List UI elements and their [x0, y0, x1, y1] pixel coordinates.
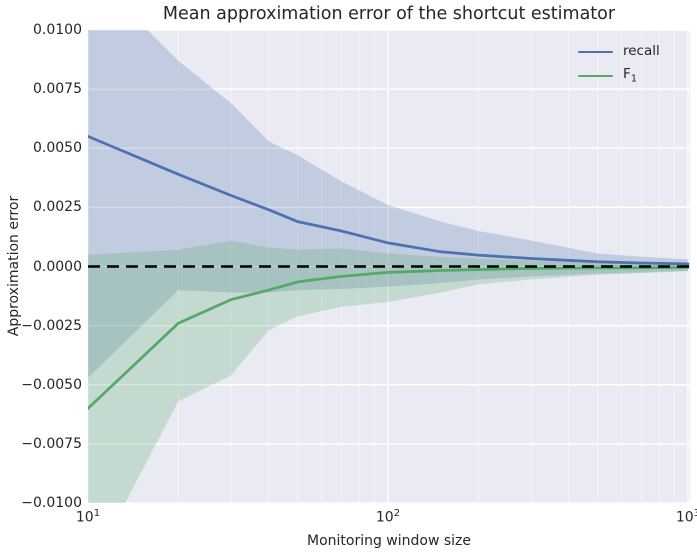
x-tick-label: 101 — [75, 508, 101, 526]
legend: recall F1 — [578, 40, 660, 88]
x-tick-label: 102 — [375, 508, 401, 526]
y-tick-label: 0.0050 — [33, 140, 82, 157]
recall-mean-line — [88, 135, 690, 266]
legend-item-f1: F1 — [578, 64, 660, 88]
x-tick-label: 103 — [675, 508, 697, 526]
f1-line-swatch — [578, 74, 613, 78]
y-tick-label: −0.0100 — [21, 495, 82, 511]
y-tick-label: −0.0025 — [21, 317, 82, 334]
y-tick-label: 0.0025 — [33, 199, 82, 216]
y-tick-label: 0.0100 — [33, 22, 82, 38]
recall-confidence-band — [88, 30, 688, 378]
F1-confidence-band — [88, 240, 688, 503]
legend-item-recall: recall — [578, 40, 660, 64]
y-tick-label: 0.0000 — [33, 258, 82, 275]
chart-title: Mean approximation error of the shortcut… — [162, 4, 616, 24]
y-tick-label: −0.0050 — [21, 376, 82, 393]
F1-mean-line — [88, 266, 690, 410]
y-tick-label: 0.0075 — [33, 81, 82, 98]
x-axis-label: Monitoring window size — [306, 533, 472, 549]
y-tick-label: −0.0075 — [21, 435, 82, 452]
legend-label-f1: F1 — [623, 65, 638, 85]
recall-line-swatch — [578, 50, 613, 54]
legend-label-recall: recall — [623, 43, 660, 60]
